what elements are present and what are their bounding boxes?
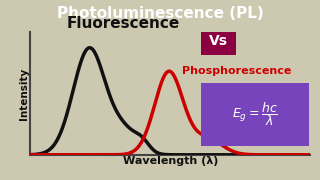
X-axis label: Wavelength (λ): Wavelength (λ) — [123, 156, 218, 166]
Text: Phosphorescence: Phosphorescence — [182, 66, 291, 76]
Text: Fluorescence: Fluorescence — [67, 15, 180, 30]
Text: $\mathit{E_g} = \dfrac{\mathit{hc}}{\lambda}$: $\mathit{E_g} = \dfrac{\mathit{hc}}{\lam… — [232, 100, 278, 128]
Text: Photoluminescence (PL): Photoluminescence (PL) — [57, 6, 263, 21]
FancyBboxPatch shape — [201, 27, 236, 55]
FancyBboxPatch shape — [201, 83, 309, 146]
Text: Vs: Vs — [209, 34, 228, 48]
Y-axis label: Intensity: Intensity — [19, 68, 29, 120]
